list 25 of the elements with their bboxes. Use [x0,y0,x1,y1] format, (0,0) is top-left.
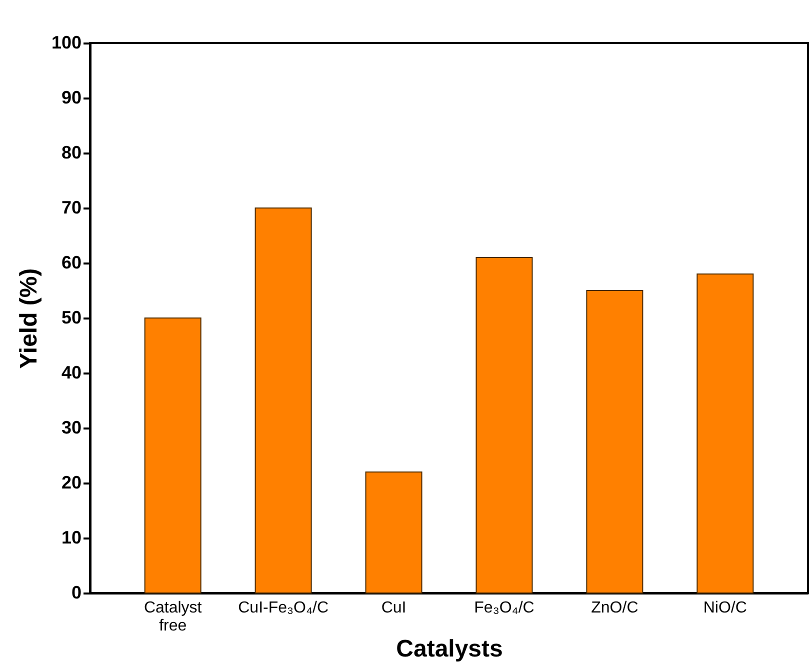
x-tick-label: NiO/C [703,600,747,616]
y-tick-label: 70 [61,198,82,218]
y-tick-label: 20 [61,472,82,492]
x-axis-title: Catalysts [396,636,503,662]
y-tick-label: 60 [61,252,82,272]
bar [365,472,422,594]
y-axis-title: Yield (%) [15,268,42,369]
y-tick-label: 30 [61,418,82,438]
bar [476,257,533,594]
y-tick-label: 40 [61,362,82,382]
bar [144,318,202,594]
bar [254,208,312,594]
y-tick-label: 80 [61,142,82,162]
y-tick-label: 10 [61,528,82,548]
y-tick-label: 50 [61,308,82,328]
x-tick-label: Fe₃O₄/C [474,600,534,616]
y-tick-label: 0 [71,582,82,602]
y-tick-label: 100 [51,32,82,52]
bar [586,290,644,594]
x-tick-label: CuI-Fe₃O₄/C [238,600,329,616]
bar [696,274,754,594]
x-tick-label: Catalyst free [144,600,202,634]
x-tick-label: CuI [381,600,406,616]
y-tick-label: 90 [61,88,82,108]
x-tick-label: ZnO/C [591,600,638,616]
